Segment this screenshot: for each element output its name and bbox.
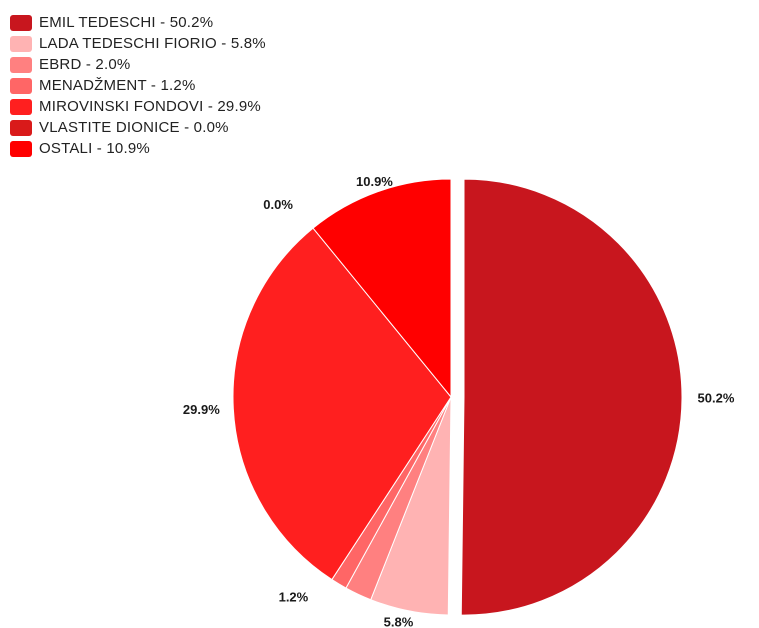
legend-swatch [10,98,32,115]
legend-swatch [10,56,32,73]
legend-swatch [10,77,32,94]
legend-item-mirovinski-fondovi: MIROVINSKI FONDOVI - 29.9% [10,96,266,117]
legend-label: EMIL TEDESCHI - 50.2% [39,14,214,31]
data-label-emil-tedeschi: 50.2% [698,391,735,406]
legend-label: VLASTITE DIONICE - 0.0% [39,119,229,136]
data-label-mirovinski-fondovi: 29.9% [183,402,220,417]
pie-data-labels: 50.2%5.8%2.0%1.2%29.9%0.0%10.9% [183,174,735,628]
legend-item-ostali: OSTALI - 10.9% [10,138,266,159]
data-label-menadzment: 1.2% [279,590,309,605]
legend-label: OSTALI - 10.9% [39,140,150,157]
pie-slice-ostali [312,178,452,399]
legend-swatch [10,14,32,31]
legend-label: MIROVINSKI FONDOVI - 29.9% [39,98,261,115]
legend-item-vlastite-dionice: VLASTITE DIONICE - 0.0% [10,117,266,138]
legend-label: LADA TEDESCHI FIORIO - 5.8% [39,35,266,52]
legend-label: EBRD - 2.0% [39,56,131,73]
legend-label: MENADŽMENT - 1.2% [39,77,196,94]
data-label-ostali: 10.9% [356,174,393,189]
legend-item-lada-tedeschi-fiorio: LADA TEDESCHI FIORIO - 5.8% [10,33,266,54]
data-label-lada-tedeschi-fiorio: 5.8% [384,615,414,628]
pie-slices [232,178,683,616]
legend-swatch [10,35,32,52]
legend-item-emil-tedeschi: EMIL TEDESCHI - 50.2% [10,12,266,33]
data-label-vlastite-dionice: 0.0% [263,197,293,212]
chart-legend: EMIL TEDESCHI - 50.2% LADA TEDESCHI FIORI… [10,12,266,159]
pie-slice-mirovinski-fondovi [232,227,452,581]
legend-item-menadzment: MENADŽMENT - 1.2% [10,75,266,96]
pie-slice-emil-tedeschi [460,178,683,616]
legend-swatch [10,140,32,157]
legend-swatch [10,119,32,136]
legend-item-ebrd: EBRD - 2.0% [10,54,266,75]
